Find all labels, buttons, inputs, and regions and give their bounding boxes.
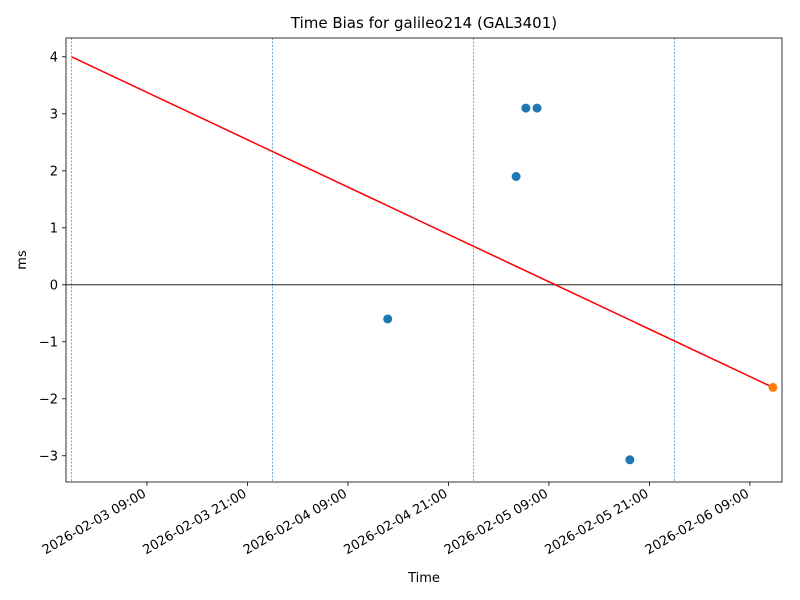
y-axis-label: ms <box>15 250 30 270</box>
y-tick-label: 0 <box>50 278 58 293</box>
y-tick-label: −2 <box>39 392 58 407</box>
x-axis-label: Time <box>407 571 440 586</box>
y-tick-label: 4 <box>50 50 58 65</box>
y-tick-label: 2 <box>50 164 58 179</box>
y-tick-label: 1 <box>50 221 58 236</box>
y-tick-label: 3 <box>50 107 58 122</box>
point <box>383 314 393 324</box>
point <box>532 103 542 113</box>
y-tick-label: −1 <box>39 335 58 350</box>
y-tick-label: −3 <box>39 449 58 464</box>
trend-line <box>71 56 774 389</box>
plot-frame <box>65 37 783 483</box>
chart-title: Time Bias for galileo214 (GAL3401) <box>290 14 557 32</box>
point <box>521 103 531 113</box>
point <box>768 382 778 392</box>
point <box>625 455 635 465</box>
point <box>511 172 521 182</box>
